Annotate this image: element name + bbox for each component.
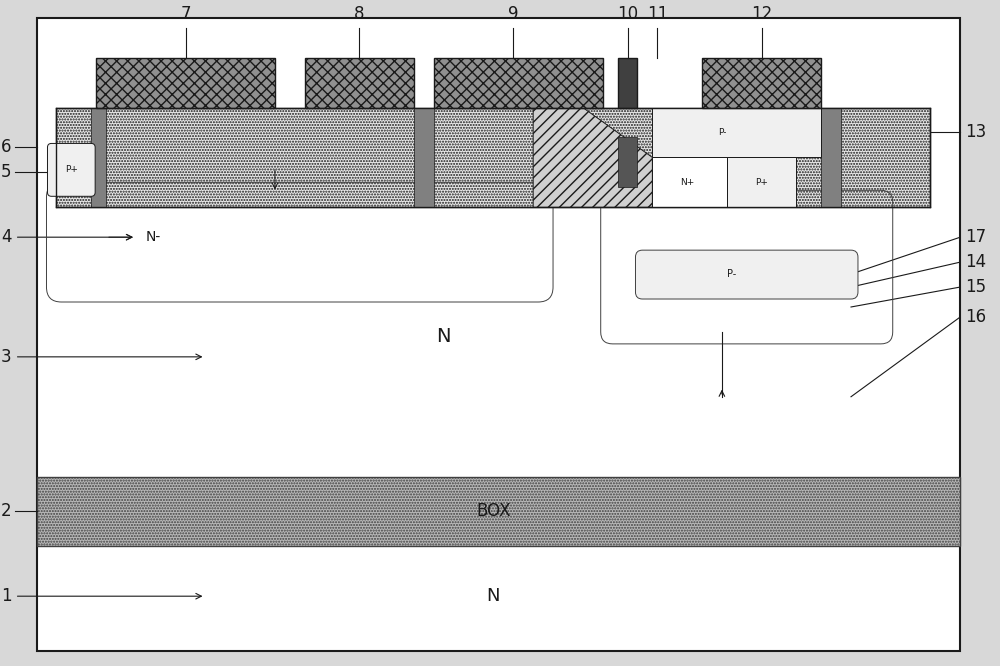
Bar — [618, 137, 637, 187]
Text: N: N — [487, 587, 500, 605]
Text: P-: P- — [727, 269, 736, 279]
Text: 6: 6 — [1, 139, 12, 157]
Text: 10: 10 — [617, 5, 638, 23]
Text: N: N — [437, 328, 451, 346]
Bar — [618, 58, 637, 107]
Text: 5: 5 — [1, 163, 12, 181]
Bar — [434, 58, 603, 107]
Text: 9: 9 — [508, 5, 519, 23]
Text: N-: N- — [146, 230, 161, 244]
Bar — [37, 476, 960, 546]
Text: 12: 12 — [751, 5, 772, 23]
Text: N+: N+ — [680, 178, 694, 187]
Text: P: P — [638, 270, 647, 284]
Bar — [821, 107, 841, 207]
Text: 4: 4 — [1, 228, 12, 246]
Text: 3: 3 — [1, 348, 12, 366]
Text: 1: 1 — [1, 587, 12, 605]
Bar — [702, 58, 821, 107]
Bar — [727, 157, 796, 207]
FancyBboxPatch shape — [47, 143, 95, 196]
Bar — [96, 58, 275, 107]
Bar — [414, 107, 434, 207]
Text: 8: 8 — [354, 5, 365, 23]
Text: 15: 15 — [965, 278, 986, 296]
Text: 13: 13 — [965, 123, 986, 141]
Text: 17: 17 — [965, 228, 986, 246]
Text: P-: P- — [718, 128, 726, 137]
Bar — [305, 58, 414, 107]
Bar — [91, 107, 106, 207]
Bar — [56, 107, 930, 207]
Polygon shape — [533, 107, 652, 207]
Text: 16: 16 — [965, 308, 986, 326]
FancyBboxPatch shape — [635, 250, 858, 299]
Text: P+: P+ — [65, 165, 78, 174]
Bar — [652, 107, 821, 157]
Text: BOX: BOX — [476, 502, 511, 520]
Bar — [652, 157, 727, 207]
Text: 14: 14 — [965, 253, 986, 271]
Text: 2: 2 — [1, 502, 12, 520]
Text: P+: P+ — [755, 178, 768, 187]
Text: 7: 7 — [180, 5, 191, 23]
Text: 11: 11 — [647, 5, 668, 23]
